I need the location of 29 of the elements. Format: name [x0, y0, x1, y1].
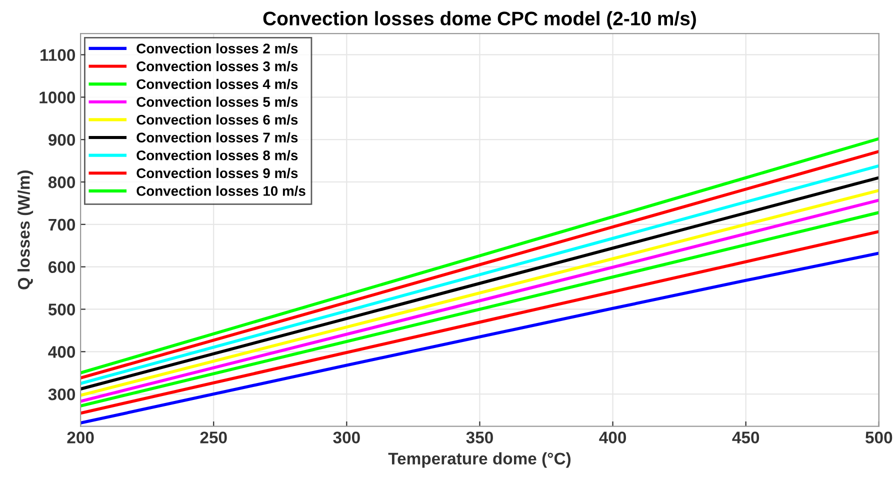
legend-label: Convection losses 7 m/s: [136, 132, 298, 143]
y-tick-label: 800: [48, 176, 76, 188]
x-tick-label: 200: [67, 432, 94, 444]
y-axis-title: Q losses (W/m): [18, 170, 34, 290]
x-tick-label: 450: [732, 432, 760, 444]
y-tick-label: 1100: [40, 49, 76, 61]
y-tick-label: 900: [48, 134, 76, 146]
y-tick-label: 500: [48, 304, 76, 316]
chart-title: Convection losses dome CPC model (2-10 m/s): [263, 11, 696, 30]
x-tick-label: 250: [200, 432, 227, 444]
legend-label: Convection losses 6 m/s: [136, 114, 298, 125]
x-axis-title: Temperature dome (°C): [388, 452, 571, 468]
legend-label: Convection losses 2 m/s: [136, 43, 298, 54]
x-tick-label: 350: [466, 432, 493, 444]
line-series: [80, 252, 879, 424]
y-tick-label: 700: [48, 218, 76, 231]
y-tick-label: 400: [48, 346, 76, 358]
legend-label: Convection losses 4 m/s: [136, 78, 298, 90]
legend-label: Convection losses 8 m/s: [136, 150, 298, 160]
x-tick-label: 300: [333, 432, 360, 444]
legend-label: Convection losses 10 m/s: [136, 186, 306, 196]
x-tick-label: 400: [599, 432, 626, 444]
y-tick-label: 300: [48, 388, 76, 400]
legend-label: Convection losses 9 m/s: [136, 168, 298, 178]
legend-label: Convection losses 3 m/s: [136, 61, 298, 72]
y-tick-label: 600: [48, 261, 76, 274]
y-tick-label: 1000: [40, 92, 76, 104]
x-tick-label: 500: [866, 432, 892, 444]
legend-label: Convection losses 5 m/s: [136, 96, 298, 108]
